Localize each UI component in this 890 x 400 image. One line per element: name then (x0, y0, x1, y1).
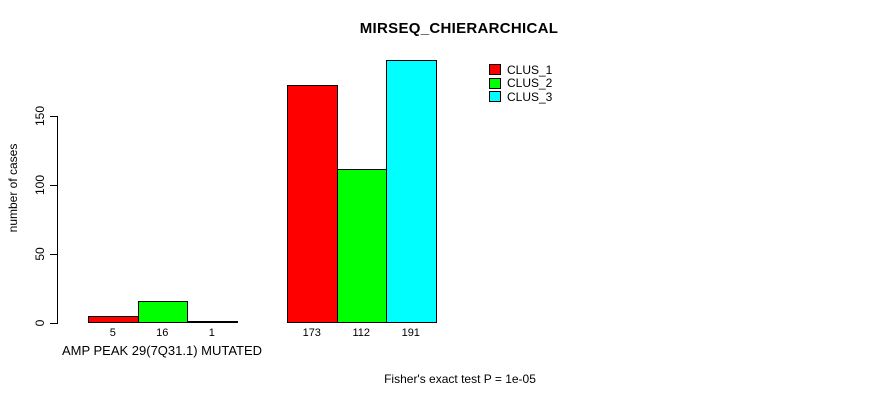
bar-clus_1-group-0 (88, 316, 139, 323)
y-tick-label: 150 (33, 106, 47, 127)
legend-item-clus-1: CLUS_1 (489, 63, 552, 77)
legend-item-clus-2: CLUS_2 (489, 77, 552, 91)
y-tick-label: 50 (33, 247, 47, 261)
x-axis-title: AMP PEAK 29(7Q31.1) MUTATED (61, 343, 263, 358)
legend-label-clus-1: CLUS_1 (507, 62, 553, 77)
y-tick-label: 0 (33, 319, 47, 327)
bar-clus_2-group-0 (137, 300, 188, 323)
y-tick (50, 254, 57, 256)
bar-clus_3-group-0 (187, 321, 238, 323)
bar-value-label: 191 (401, 327, 420, 339)
legend-swatch-clus-2 (489, 77, 501, 89)
legend-swatch-clus-3 (489, 91, 501, 103)
legend: CLUS_1 CLUS_2 CLUS_3 (489, 63, 552, 104)
y-axis-line (57, 116, 58, 324)
bar-value-label: 16 (156, 327, 169, 339)
bar-clus_1-group-1 (287, 84, 338, 323)
y-tick (50, 185, 57, 187)
legend-swatch-clus-1 (489, 64, 501, 76)
bar-value-label: 112 (352, 327, 371, 339)
legend-label-clus-2: CLUS_2 (507, 76, 553, 91)
legend-label-clus-3: CLUS_3 (507, 89, 553, 104)
y-tick (50, 116, 57, 118)
bar-value-label: 5 (109, 327, 116, 339)
y-tick-label: 100 (33, 175, 47, 196)
y-tick (50, 323, 57, 324)
bar-clus_2-group-1 (336, 168, 387, 323)
bar-value-label: 173 (302, 327, 321, 339)
footer-stat-note: Fisher's exact test P = 1e-05 (384, 372, 536, 386)
bar-clus_3-group-1 (386, 59, 437, 323)
legend-item-clus-3: CLUS_3 (489, 90, 552, 104)
bar-value-label: 1 (208, 327, 215, 339)
chart-title: MIRSEQ_CHIERARCHICAL (359, 20, 559, 37)
